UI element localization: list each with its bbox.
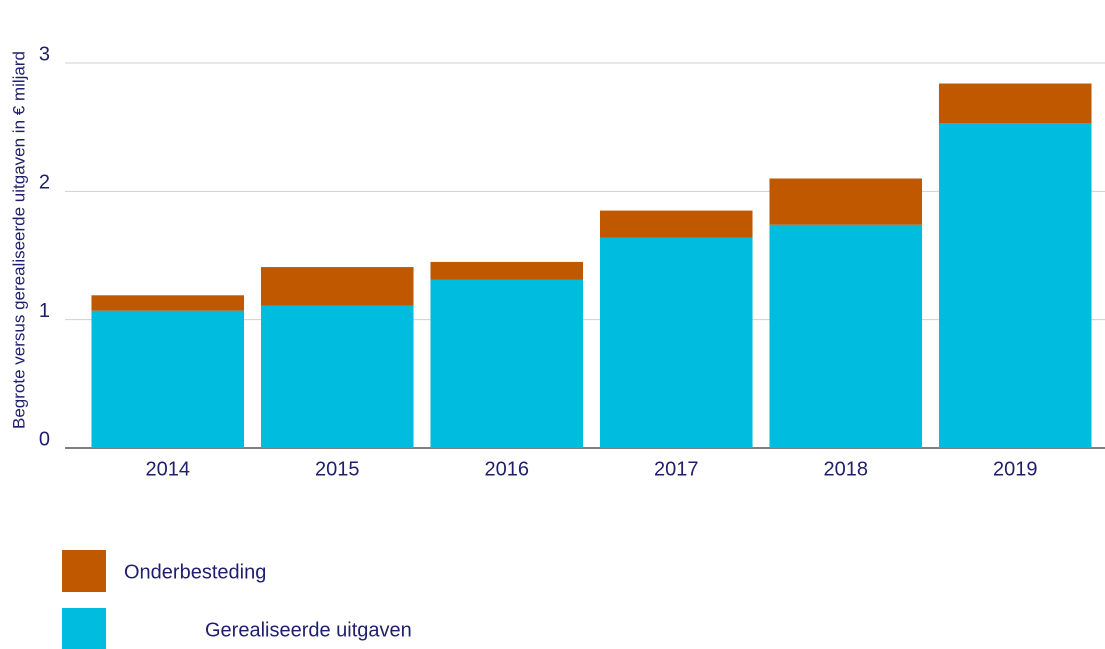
y-tick-label: 1	[39, 300, 50, 322]
bar-segment	[938, 83, 1092, 124]
bar-segment	[91, 310, 245, 448]
legend-swatch	[62, 550, 106, 592]
x-tick-label: 2019	[993, 458, 1038, 480]
x-tick-label: 2017	[654, 458, 699, 480]
y-tick-label: 2	[39, 172, 50, 194]
x-tick-label: 2018	[824, 458, 869, 480]
legend-swatch	[62, 608, 106, 649]
bar-segment	[260, 267, 414, 306]
x-tick-label: 2014	[146, 458, 191, 480]
bar-segment	[769, 178, 923, 225]
bar-segment	[938, 123, 1092, 449]
legend-label: Onderbesteding	[124, 561, 266, 583]
bar-segment	[91, 295, 245, 311]
x-tick-label: 2015	[315, 458, 360, 480]
y-axis-label: Begrote versus gerealiseerde uitgaven in…	[9, 51, 28, 429]
bar-segment	[769, 224, 923, 448]
bar-segment	[430, 279, 584, 448]
bar-segment	[430, 261, 584, 280]
bar-segment	[599, 210, 753, 238]
y-tick-label: 3	[39, 43, 50, 65]
bar-segment	[599, 237, 753, 448]
y-tick-label: 0	[39, 428, 50, 450]
legend-label: Gerealiseerde uitgaven	[205, 619, 412, 641]
bar-segment	[260, 305, 414, 448]
x-tick-label: 2016	[485, 458, 530, 480]
